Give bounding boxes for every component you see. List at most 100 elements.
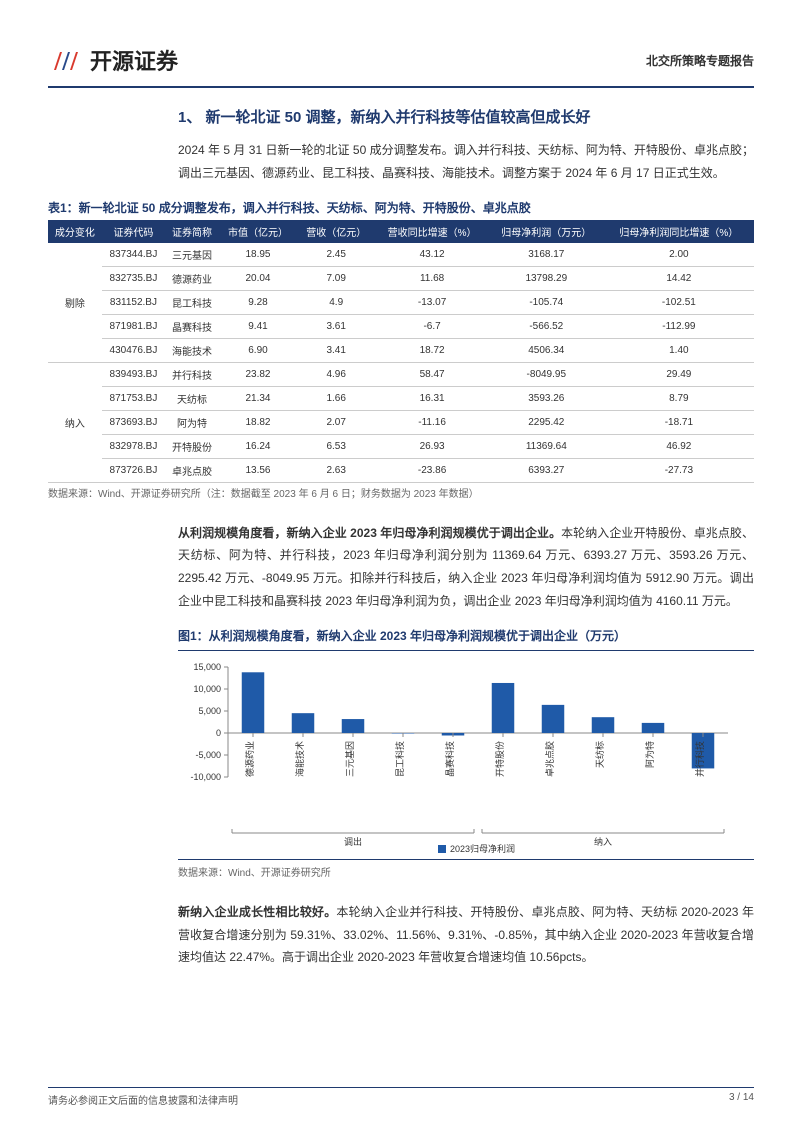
table1-cell: 三元基因 — [165, 243, 219, 267]
table1-cell: 天纺标 — [165, 386, 219, 410]
paragraph-1: 2024 年 5 月 31 日新一轮的北证 50 成分调整发布。调入并行科技、天… — [178, 139, 754, 185]
table1-cell: 18.82 — [219, 410, 297, 434]
table1-cell: 2.45 — [297, 243, 375, 267]
table1-col-header: 营收同比增速（%） — [375, 220, 489, 243]
table-row: 剔除837344.BJ三元基因18.952.4543.123168.172.00 — [48, 243, 754, 267]
logo-text: 开源证券 — [90, 44, 178, 76]
table1-cell: 9.41 — [219, 314, 297, 338]
table1-cell: -566.52 — [489, 314, 604, 338]
chart-bar-label: 德源药业 — [244, 741, 255, 777]
table1-col-header: 归母净利润（万元） — [489, 220, 604, 243]
footer-disclaimer: 请务必参阅正文后面的信息披露和法律声明 — [48, 1092, 238, 1107]
section-title: 1、 新一轮北证 50 调整，新纳入并行科技等估值较高但成长好 — [178, 106, 754, 127]
table1-cell: 14.42 — [604, 266, 754, 290]
chart-bar-label: 并行科技 — [694, 741, 705, 777]
table-row: 873726.BJ卓兆点胶13.562.63-23.866393.27-27.7… — [48, 458, 754, 482]
paragraph-2: 从利润规模角度看，新纳入企业 2023 年归母净利润规模优于调出企业。本轮纳入企… — [178, 522, 754, 613]
table1-cell: 6.53 — [297, 434, 375, 458]
table1-cell: -13.07 — [375, 290, 489, 314]
table1-cell: 832735.BJ — [102, 266, 165, 290]
table1-group-label: 剔除 — [48, 243, 102, 363]
chart-bar-label: 海能技术 — [294, 741, 305, 777]
table1-col-header: 证券代码 — [102, 220, 165, 243]
table1-header-row: 成分变化证券代码证券简称市值（亿元）营收（亿元）营收同比增速（%）归母净利润（万… — [48, 220, 754, 243]
chart1-source: 数据来源：Wind、开源证券研究所 — [178, 859, 754, 879]
footer: 请务必参阅正文后面的信息披露和法律声明 3 / 14 — [48, 1087, 754, 1107]
table1-cell: 430476.BJ — [102, 338, 165, 362]
table1-cell: 德源药业 — [165, 266, 219, 290]
table1-cell: 26.93 — [375, 434, 489, 458]
table1-cell: -105.74 — [489, 290, 604, 314]
table1-cell: -112.99 — [604, 314, 754, 338]
header: 开源证券 北交所策略专题报告 — [48, 40, 754, 80]
chart-bar-label: 三元基因 — [344, 741, 355, 777]
table1-col-header: 营收（亿元） — [297, 220, 375, 243]
table1-cell: 并行科技 — [165, 362, 219, 386]
chart1-title: 图1：从利润规模角度看，新纳入企业 2023 年归母净利润规模优于调出企业（万元… — [178, 627, 754, 644]
table1-cell: -102.51 — [604, 290, 754, 314]
table1-cell: 23.82 — [219, 362, 297, 386]
table1-cell: -18.71 — [604, 410, 754, 434]
table1-cell: 晶赛科技 — [165, 314, 219, 338]
chart-group-label: 纳入 — [594, 836, 612, 847]
chart-bar-label: 阿为特 — [644, 741, 655, 768]
table1: 成分变化证券代码证券简称市值（亿元）营收（亿元）营收同比增速（%）归母净利润（万… — [48, 220, 754, 483]
table1-cell: 871753.BJ — [102, 386, 165, 410]
table1-cell: 3.61 — [297, 314, 375, 338]
chart-bar-label: 开特股份 — [494, 741, 505, 777]
table1-source: 数据来源：Wind、开源证券研究所（注：数据截至 2023 年 6 月 6 日；… — [48, 485, 754, 500]
table1-cell: 18.72 — [375, 338, 489, 362]
table1-cell: 3168.17 — [489, 243, 604, 267]
table1-cell: 2.07 — [297, 410, 375, 434]
svg-text:10,000: 10,000 — [193, 684, 221, 694]
paragraph-3-bold: 新纳入企业成长性相比较好。 — [178, 905, 336, 919]
table1-cell: 2295.42 — [489, 410, 604, 434]
table-row: 873693.BJ阿为特18.822.07-11.162295.42-18.71 — [48, 410, 754, 434]
table-row: 832735.BJ德源药业20.047.0911.6813798.2914.42 — [48, 266, 754, 290]
table1-cell: 832978.BJ — [102, 434, 165, 458]
table1-cell: 1.66 — [297, 386, 375, 410]
table1-cell: 16.24 — [219, 434, 297, 458]
svg-text:-10,000: -10,000 — [190, 772, 221, 782]
table1-cell: 1.40 — [604, 338, 754, 362]
chart-bar — [592, 717, 615, 733]
chart1: -10,000-5,00005,00010,00015,000德源药业海能技术三… — [178, 657, 738, 857]
chart-legend-swatch — [438, 845, 446, 853]
svg-text:-5,000: -5,000 — [195, 750, 221, 760]
report-type: 北交所策略专题报告 — [646, 52, 754, 69]
table1-cell: 58.47 — [375, 362, 489, 386]
table1-cell: 11369.64 — [489, 434, 604, 458]
chart-group-label: 调出 — [344, 836, 362, 847]
table1-cell: 13.56 — [219, 458, 297, 482]
chart1-wrap: -10,000-5,00005,00010,00015,000德源药业海能技术三… — [178, 650, 754, 857]
table1-cell: 2.00 — [604, 243, 754, 267]
table1-cell: 839493.BJ — [102, 362, 165, 386]
chart-bar — [342, 719, 365, 733]
chart-bar — [242, 672, 265, 733]
table1-cell: 46.92 — [604, 434, 754, 458]
table1-col-header: 证券简称 — [165, 220, 219, 243]
table1-cell: 昆工科技 — [165, 290, 219, 314]
svg-text:15,000: 15,000 — [193, 662, 221, 672]
table1-cell: 873726.BJ — [102, 458, 165, 482]
table1-cell: 11.68 — [375, 266, 489, 290]
chart-bar-label: 晶赛科技 — [444, 741, 455, 777]
table1-cell: 3.41 — [297, 338, 375, 362]
logo-icon — [48, 42, 84, 78]
table-row: 871753.BJ天纺标21.341.6616.313593.268.79 — [48, 386, 754, 410]
chart-bar-label: 昆工科技 — [394, 741, 405, 777]
table1-cell: 9.28 — [219, 290, 297, 314]
paragraph-2-bold: 从利润规模角度看，新纳入企业 2023 年归母净利润规模优于调出企业。 — [178, 526, 561, 540]
table1-cell: -11.16 — [375, 410, 489, 434]
table1-cell: 6.90 — [219, 338, 297, 362]
table-row: 纳入839493.BJ并行科技23.824.9658.47-8049.9529.… — [48, 362, 754, 386]
table1-cell: 3593.26 — [489, 386, 604, 410]
table1-cell: 开特股份 — [165, 434, 219, 458]
table1-cell: 16.31 — [375, 386, 489, 410]
chart-bar — [542, 705, 565, 733]
logo: 开源证券 — [48, 40, 178, 80]
table1-cell: -27.73 — [604, 458, 754, 482]
svg-text:5,000: 5,000 — [198, 706, 221, 716]
table-row: 832978.BJ开特股份16.246.5326.9311369.6446.92 — [48, 434, 754, 458]
header-divider — [48, 86, 754, 88]
